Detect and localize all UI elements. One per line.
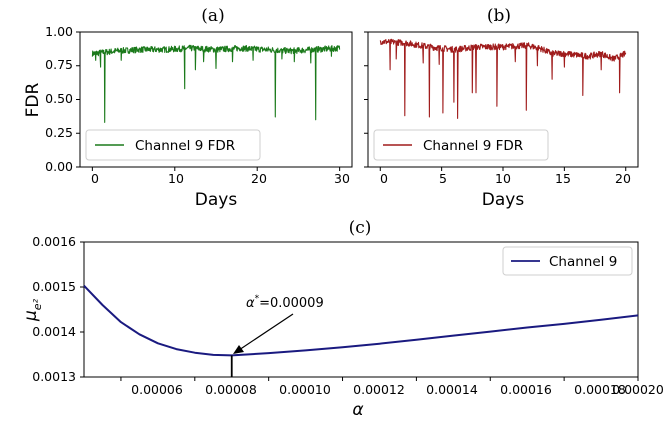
panel-c-x-axis-title: α [352,400,363,420]
panel-a-ytick-label: 0.25 [45,125,73,140]
panel-c-xtick-label: 0.00012 [353,382,405,397]
panel-b-xtick-label: 10 [495,171,511,186]
panel-c-series-line [83,285,639,357]
panel-b-legend: Channel 9 FDR [373,129,549,161]
panel-b-series-line [379,38,627,119]
panel-a-xtick-label: 20 [251,171,267,186]
panel-b-legend-box [373,129,549,161]
panel-b-x-axis-title: Days [482,190,525,210]
panel-a-legend-box [85,129,261,161]
panel-b-xtick-label: 20 [615,171,631,186]
panel-b-xtick-label: 15 [555,171,571,186]
panel-c-y-axis-symbol: μ [21,310,41,322]
panel-b-x-axis: 0 5 10 15 20 [380,171,631,186]
panel-c: (c) 0.0013 0.0014 0.0015 0.0016 0.00006 … [21,218,664,420]
panel-a: (a) 0.00 0.25 0.50 0.75 1.00 0 10 20 30 … [23,6,353,210]
panel-c-annotation-text: α*=0.00009 [246,294,324,311]
panel-c-xtick-label: 0.00018 [574,382,626,397]
panel-a-legend: Channel 9 FDR [85,129,261,161]
panel-b-plot-area [364,31,627,171]
panel-c-legend-box [502,246,633,276]
svg-text:μe²: μe² [21,298,44,322]
panel-c-frame [83,241,639,378]
panel-b-label: (b) [487,6,511,26]
panel-c-xtick-label: 0.00014 [426,382,478,397]
panel-c-label: (c) [349,218,372,238]
panel-b-legend-label: Channel 9 FDR [423,138,523,154]
panel-c-ytick-label: 0.0014 [32,324,76,339]
panel-c-xtick-label: 0.00010 [279,382,331,397]
panel-a-ytick-label: 0.75 [45,57,73,72]
panel-c-annotation: α*=0.00009 [233,294,324,354]
panel-c-legend-label: Channel 9 [549,254,617,270]
panel-c-annotation-arrow [235,313,294,353]
panel-b: (b) 0 5 10 15 20 Days Channel 9 FDR [364,6,639,210]
panel-a-xtick-label: 30 [334,171,350,186]
panel-c-xtick-label: 0.00020 [612,382,664,397]
panel-a-x-axis: 0 10 20 30 [91,171,350,186]
panel-a-ytick-label: 1.00 [45,24,73,39]
panel-a-series-line [91,44,341,123]
panel-b-xtick-label: 0 [380,171,388,186]
panel-c-x-axis: 0.00006 0.00008 0.00010 0.00012 0.00014 … [131,382,664,397]
panel-a-x-axis-title: Days [195,190,238,210]
panel-c-y-axis-subscript: e² [31,298,44,310]
panel-b-xtick-label: 5 [439,171,447,186]
panel-a-xtick-label: 0 [91,171,99,186]
panel-a-y-axis: 0.00 0.25 0.50 0.75 1.00 [45,24,73,174]
panel-c-y-axis-title: μe² [21,298,44,322]
panel-c-xtick-label: 0.00016 [500,382,552,397]
panel-a-legend-label: Channel 9 FDR [135,138,235,154]
panel-c-ytick-label: 0.0016 [32,234,76,249]
panel-c-y-axis: 0.0013 0.0014 0.0015 0.0016 [32,234,76,384]
panel-c-annotation-arrowhead [233,345,244,354]
panel-c-xtick-label: 0.00006 [131,382,183,397]
panel-a-xtick-label: 10 [168,171,184,186]
panel-c-plot-area [80,241,639,381]
panel-a-y-axis-title: FDR [23,82,43,117]
panel-a-ytick-label: 0.50 [45,91,73,106]
panel-c-xtick-label: 0.00008 [205,382,257,397]
panel-c-legend: Channel 9 [502,246,633,276]
panel-c-ytick-label: 0.0013 [32,369,76,384]
panel-a-ytick-label: 0.00 [45,159,73,174]
panel-a-label: (a) [201,6,224,26]
panel-a-plot-area [76,31,341,171]
panel-c-ytick-label: 0.0015 [32,279,76,294]
